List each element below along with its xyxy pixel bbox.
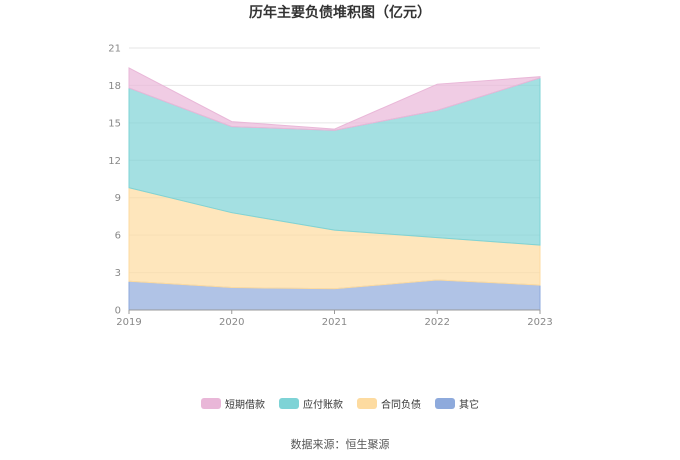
y-tick-label: 15 bbox=[108, 118, 121, 129]
y-tick-label: 18 bbox=[108, 81, 121, 92]
legend-swatch bbox=[201, 398, 221, 409]
y-tick-label: 12 bbox=[108, 156, 121, 167]
y-tick-label: 9 bbox=[115, 193, 121, 204]
data-source: 数据来源：恒生聚源 bbox=[290, 438, 390, 451]
y-tick-label: 0 bbox=[115, 306, 121, 317]
legend-label: 应付账款 bbox=[303, 400, 343, 411]
legend-label: 合同负债 bbox=[381, 400, 421, 411]
legend-item[interactable]: 短期借款 bbox=[201, 396, 265, 411]
x-tick-label: 2022 bbox=[425, 317, 450, 328]
x-tick-label: 2023 bbox=[527, 317, 552, 328]
legend-label: 短期借款 bbox=[225, 400, 265, 411]
x-tick-label: 2020 bbox=[219, 317, 244, 328]
area-series bbox=[128, 67, 541, 311]
legend-label: 其它 bbox=[459, 400, 479, 411]
y-tick-label: 21 bbox=[108, 44, 121, 55]
legend-item[interactable]: 应付账款 bbox=[279, 396, 343, 411]
legend-swatch bbox=[279, 398, 299, 409]
y-tick-label: 6 bbox=[115, 231, 121, 242]
legend-swatch bbox=[357, 398, 377, 409]
legend-item[interactable]: 其它 bbox=[435, 396, 479, 411]
legend-swatch bbox=[435, 398, 455, 409]
x-tick-label: 2021 bbox=[322, 317, 347, 328]
y-tick-label: 3 bbox=[115, 268, 121, 279]
axes: 0 3 6 9 12 15 18 21 2019 2020 2021 2022 2023 bbox=[108, 44, 552, 329]
chart-title: 历年主要负债堆积图（亿元） bbox=[249, 5, 431, 21]
x-tick-label: 2019 bbox=[116, 317, 141, 328]
legend-item[interactable]: 合同负债 bbox=[357, 396, 421, 411]
legend: 短期借款 应付账款 合同负债 其它 bbox=[0, 396, 680, 411]
area-短期借款 bbox=[128, 67, 541, 131]
